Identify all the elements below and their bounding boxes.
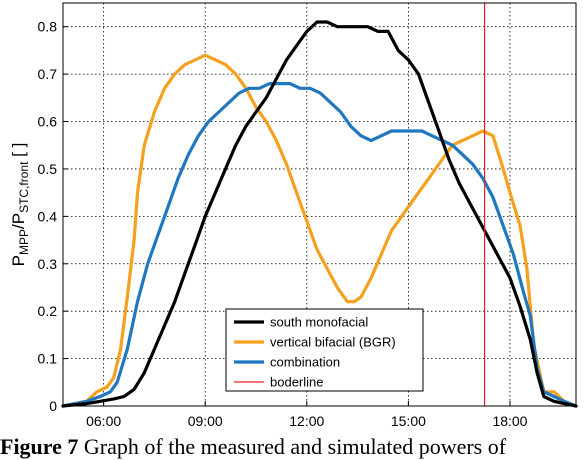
y-tick-label-2: 0.2: [38, 303, 58, 319]
y-tick-label-8: 0.8: [38, 19, 58, 35]
y-label-main: P: [9, 255, 28, 266]
legend-label-0: south monofacial: [270, 315, 368, 330]
y-tick-label-7: 0.7: [38, 66, 58, 82]
y-label-sub1: MPP: [17, 229, 31, 255]
y-label-sub2: STC,front: [17, 161, 31, 213]
legend-label-1: vertical bifacial (BGR): [270, 335, 396, 350]
plot-frame: [62, 2, 577, 407]
y-tick-label-4: 0.4: [38, 208, 58, 224]
y-tick-label-5: 0.5: [38, 161, 58, 177]
figure-caption: Figure 7 Graph of the measured and simul…: [0, 434, 584, 460]
legend-label-2: combination: [270, 355, 340, 370]
chart: 06:00 09:00 12:00 15:00 18:00 0 0.1 0.2 0.3 0.4 0.…: [9, 2, 578, 429]
x-tick-label-2: 12:00: [289, 413, 324, 429]
y-tick-label-3: 0.3: [38, 256, 58, 272]
caption-text: Graph of the measured and simulated powe…: [78, 434, 507, 459]
legend: south monofacial vertical bifacial (BGR) c…: [225, 308, 424, 392]
y-label-unit: [ ]: [9, 143, 28, 162]
x-tick-label-0: 06:00: [86, 413, 121, 429]
y-tick-label-0: 0: [49, 398, 57, 414]
series-line-2: [61, 81, 578, 408]
series-line-0: [61, 20, 578, 408]
y-label-mid: /P: [9, 213, 28, 229]
x-tick-label-3: 15:00: [391, 413, 426, 429]
series-line-1: [61, 53, 578, 408]
figure-label: Figure 7: [0, 434, 79, 459]
y-tick-label-6: 0.6: [38, 114, 58, 130]
series-layer: [61, 2, 578, 408]
axis-ticks: 06:00 09:00 12:00 15:00 18:00 0 0.1 0.2 0.3 0.4 0.…: [38, 19, 528, 429]
x-tick-label-4: 18:00: [492, 413, 527, 429]
x-tick-label-1: 09:00: [188, 413, 223, 429]
y-axis-label: PMPP/PSTC,front [ ]: [9, 143, 31, 267]
y-tick-label-1: 0.1: [38, 351, 58, 367]
legend-label-3: boderline: [270, 375, 324, 390]
